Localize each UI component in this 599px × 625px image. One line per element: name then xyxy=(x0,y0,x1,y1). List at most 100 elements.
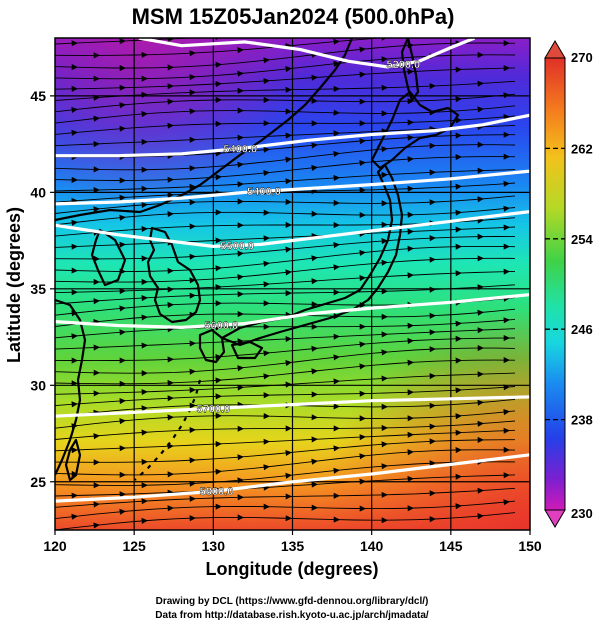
wind-arrow xyxy=(359,71,366,78)
wind-arrow xyxy=(167,286,174,293)
coastline-hokkaido xyxy=(370,90,460,170)
wind-arrow xyxy=(381,288,388,295)
wind-arrow xyxy=(429,83,436,90)
wind-arrow xyxy=(71,447,78,454)
wind-arrow xyxy=(263,392,270,399)
wind-arrow xyxy=(407,431,414,438)
wind-arrow xyxy=(381,313,388,320)
wind-arrow xyxy=(381,491,388,498)
wind-arrow xyxy=(455,270,462,277)
wind-arrow xyxy=(381,331,388,338)
colorbar: 262 254 246 238 270 230 xyxy=(544,40,593,528)
wind-arrow xyxy=(167,98,174,105)
wind-arrow xyxy=(71,401,78,408)
streamline xyxy=(55,207,516,226)
streamline xyxy=(55,169,516,192)
streamline xyxy=(55,144,516,171)
wind-arrow xyxy=(189,108,196,115)
wind-arrow xyxy=(237,425,244,432)
wind-arrow xyxy=(167,192,174,199)
streamline xyxy=(55,93,516,113)
streamline xyxy=(55,372,516,395)
wind-arrow xyxy=(189,495,196,502)
wind-arrow xyxy=(167,64,174,71)
wind-arrow xyxy=(285,178,292,185)
wind-arrow xyxy=(381,441,388,448)
wind-arrow xyxy=(71,492,78,499)
wind-arrow xyxy=(189,387,196,394)
contour-label: 5400.0 xyxy=(247,186,281,198)
wind-arrow xyxy=(477,80,484,87)
height-contour xyxy=(55,210,530,248)
wind-arrow xyxy=(189,253,196,260)
x-tick-label: 145 xyxy=(439,538,463,554)
wind-arrow xyxy=(93,187,100,194)
wind-arrow xyxy=(263,235,270,242)
wind-arrow xyxy=(381,146,388,153)
y-axis-ticks: 25 30 35 40 45 xyxy=(30,88,55,490)
contour-label: 5400.0 xyxy=(223,143,257,155)
wind-arrow xyxy=(285,156,292,163)
wind-arrow xyxy=(312,30,318,36)
wind-arrow xyxy=(215,174,222,181)
wind-arrow xyxy=(359,160,366,166)
wind-arrow xyxy=(93,433,100,440)
streamline xyxy=(55,359,516,385)
streamline xyxy=(55,328,516,350)
wind-arrow xyxy=(167,211,174,218)
wind-arrow xyxy=(333,174,340,181)
wind-arrow xyxy=(503,335,510,342)
wind-arrow xyxy=(285,515,292,522)
wind-arrow xyxy=(237,134,244,141)
wind-arrow xyxy=(93,344,100,351)
colorbar-tick-label: 262 xyxy=(571,141,593,156)
wind-arrow xyxy=(429,312,436,319)
wind-arrow xyxy=(141,166,148,173)
wind-arrow xyxy=(359,187,366,194)
streamline xyxy=(55,386,516,407)
wind-arrow xyxy=(167,379,174,386)
streamline xyxy=(55,257,516,283)
wind-arrow xyxy=(237,181,244,188)
wind-arrow xyxy=(189,50,196,57)
streamline xyxy=(55,449,516,476)
colorbar-ticks: 262 254 246 238 xyxy=(545,141,593,428)
wind-arrow xyxy=(285,108,292,115)
wind-arrow xyxy=(189,136,196,143)
wind-arrow xyxy=(237,454,244,461)
wind-arrow xyxy=(215,120,222,127)
height-contour xyxy=(55,453,530,503)
colorbar-tick-label: 238 xyxy=(571,413,593,428)
wind-arrow xyxy=(119,65,126,72)
wind-arrow xyxy=(381,259,388,266)
wind-arrow xyxy=(119,329,126,336)
wind-arrow xyxy=(215,300,222,307)
wind-arrow xyxy=(189,89,196,96)
wind-arrow xyxy=(93,141,100,148)
wind-arrow xyxy=(503,427,510,434)
wind-arrow xyxy=(333,109,340,116)
wind-arrow xyxy=(503,317,510,324)
wind-arrow xyxy=(264,32,270,38)
wind-arrow xyxy=(141,278,148,285)
wind-arrow xyxy=(359,323,366,330)
height-contour xyxy=(138,38,476,69)
wind-arrow xyxy=(311,142,318,149)
wind-arrow xyxy=(455,335,462,342)
wind-arrow xyxy=(333,445,340,452)
wind-arrow xyxy=(167,414,174,421)
wind-arrow xyxy=(285,66,292,73)
wind-arrow xyxy=(167,301,174,308)
height-contour xyxy=(55,169,530,206)
y-tick-label: 30 xyxy=(30,377,46,393)
y-tick-label: 35 xyxy=(30,281,46,297)
wind-arrow xyxy=(359,138,366,145)
wind-arrow xyxy=(263,209,270,216)
wind-arrow xyxy=(263,464,270,471)
wind-arrow xyxy=(237,291,244,298)
map-title: MSM 15Z05Jan2024 (500.0hPa) xyxy=(132,4,455,29)
wind-arrow xyxy=(237,222,244,229)
wind-arrow xyxy=(285,132,292,139)
wind-arrow xyxy=(119,241,126,248)
